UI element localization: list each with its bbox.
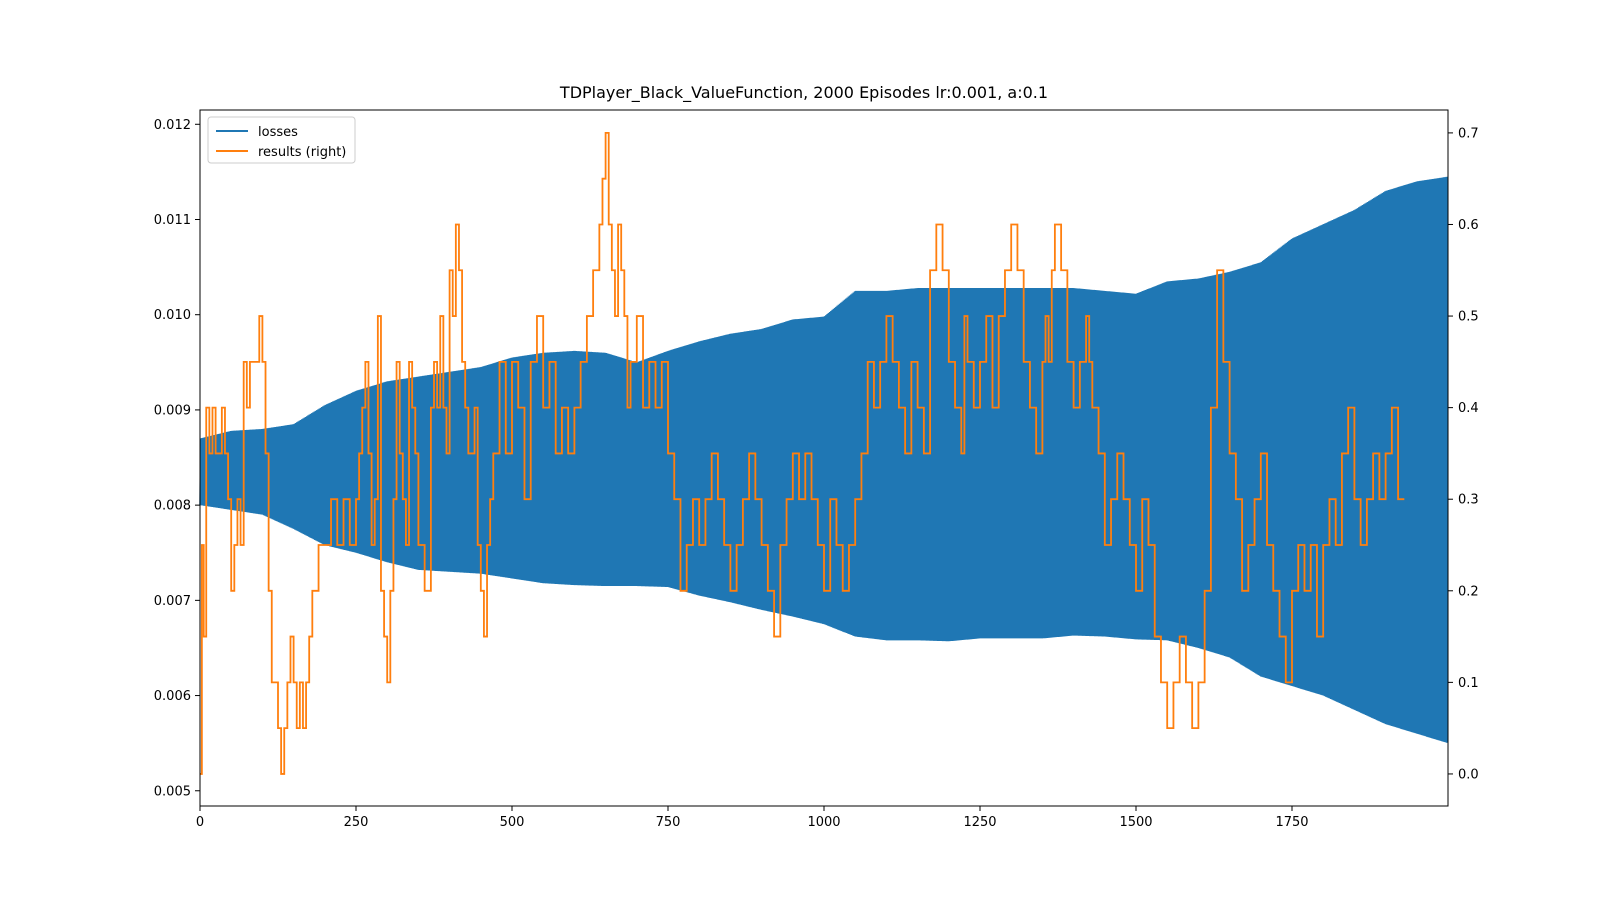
y-left-tick-label: 0.012 [154, 118, 191, 133]
y-right-tick-label: 0.6 [1458, 218, 1479, 233]
x-tick-label: 750 [656, 815, 681, 830]
y-right-tick-label: 0.7 [1458, 126, 1479, 141]
plot-area [199, 131, 1449, 775]
x-tick-label: 0 [196, 815, 204, 830]
series-line-results [200, 131, 1405, 775]
y-right-tick-label: 0.4 [1458, 401, 1479, 416]
y-left-tick-label: 0.010 [154, 308, 191, 323]
x-tick-label: 1250 [963, 815, 996, 830]
y-right-tick-label: 0.3 [1458, 493, 1479, 508]
y-right-tick-label: 0.0 [1458, 767, 1479, 782]
chart-title: TDPlayer_Black_ValueFunction, 2000 Episo… [559, 83, 1048, 103]
legend: losses results (right) [207, 116, 356, 164]
y-right-tick-label: 0.2 [1458, 584, 1479, 599]
x-tick-label: 500 [500, 815, 525, 830]
legend-label-results: results (right) [258, 145, 346, 160]
y-left-tick-label: 0.007 [154, 594, 191, 609]
y-left-tick-label: 0.005 [154, 784, 191, 799]
y-left-tick-label: 0.006 [154, 689, 191, 704]
x-tick-label: 250 [344, 815, 369, 830]
series-line-losses [199, 176, 1449, 743]
x-tick-label: 1750 [1275, 815, 1308, 830]
y-left-tick-label: 0.011 [154, 213, 191, 228]
legend-label-losses: losses [258, 125, 298, 140]
axes: 0 250 500 750 1000 1250 1500 17500.0050.0060.00… [154, 109, 1479, 830]
x-tick-label: 1500 [1119, 815, 1152, 830]
y-left-tick-label: 0.009 [154, 403, 191, 418]
y-right-tick-label: 0.5 [1458, 310, 1479, 325]
x-tick-label: 1000 [807, 815, 840, 830]
y-right-tick-label: 0.1 [1458, 676, 1479, 691]
y-left-tick-label: 0.008 [154, 499, 191, 514]
